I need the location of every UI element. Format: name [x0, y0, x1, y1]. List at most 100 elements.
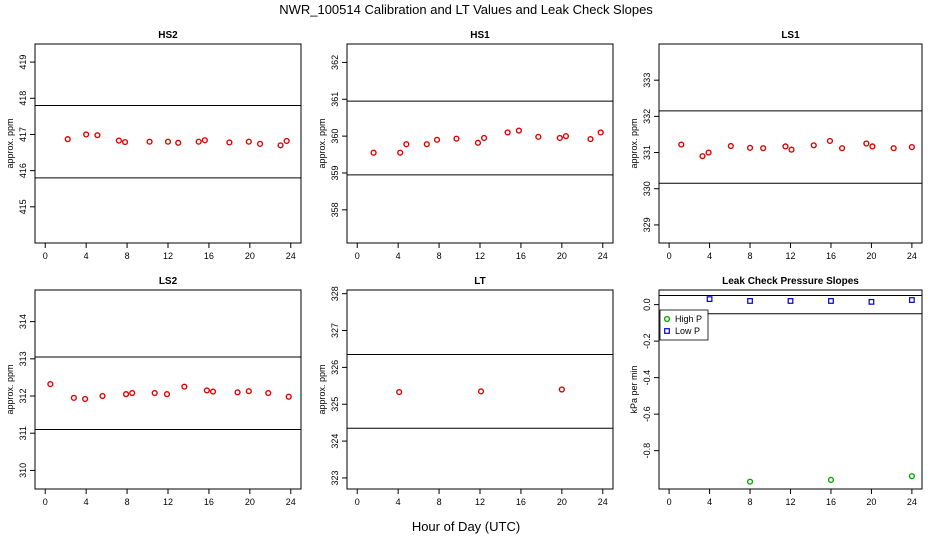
data-point — [370, 149, 377, 156]
data-point — [181, 383, 188, 390]
y-axis-label: approx. ppm — [629, 118, 639, 168]
chart-panel: LS1 0 4 8 12 16 20 24 329 330 331 332 333 approx. ppm — [629, 30, 923, 261]
data-point — [558, 386, 565, 393]
x-tick-label: 4 — [84, 251, 89, 261]
data-point — [209, 388, 217, 395]
data-point — [810, 142, 817, 149]
x-tick-label: 0 — [355, 497, 360, 507]
data-point — [868, 298, 875, 305]
data-point — [678, 141, 685, 148]
data-point — [397, 149, 404, 156]
x-tick-label: 16 — [826, 497, 836, 507]
y-tick-label: 417 — [18, 127, 28, 142]
x-tick-label: 24 — [598, 497, 608, 507]
y-tick-label: 328 — [330, 286, 340, 301]
data-point — [699, 153, 706, 160]
x-tick-label: 16 — [204, 251, 214, 261]
x-tick-label: 16 — [204, 497, 214, 507]
y-tick-label: 323 — [330, 470, 340, 485]
figure-x-axis-label: Hour of Day (UTC) — [412, 519, 520, 534]
x-tick-label: 4 — [396, 497, 401, 507]
data-point — [746, 144, 754, 151]
data-point — [163, 391, 171, 398]
data-point — [129, 389, 136, 397]
data-point — [70, 394, 77, 401]
data-point — [146, 138, 153, 145]
x-tick-label: 4 — [84, 497, 89, 507]
y-tick-label: 310 — [18, 463, 28, 478]
y-tick-label: -0.6 — [642, 406, 652, 422]
x-tick-label: 12 — [163, 497, 173, 507]
y-tick-label: 362 — [330, 55, 340, 70]
y-tick-label: 415 — [18, 199, 28, 214]
y-tick-label: 333 — [642, 73, 652, 88]
x-tick-label: 12 — [475, 497, 485, 507]
y-tick-label: 0.0 — [642, 298, 652, 311]
y-tick-label: 314 — [18, 314, 28, 329]
chart-panel: LS2 0 4 8 12 16 20 24 310 311 312 313 314 approx. ppm — [5, 276, 302, 507]
x-tick-label: 24 — [286, 497, 296, 507]
y-tick-label: 327 — [330, 323, 340, 338]
y-tick-label: 313 — [18, 351, 28, 366]
x-tick-label: 16 — [516, 251, 526, 261]
chart-panel: HS1 0 4 8 12 16 20 24 358 359 360 361 362 approx. ppm — [317, 30, 614, 261]
data-point — [82, 395, 89, 403]
data-point — [64, 136, 71, 143]
x-tick-label: 20 — [557, 497, 567, 507]
x-tick-label: 4 — [396, 251, 401, 261]
data-point — [94, 132, 101, 139]
x-tick-label: 8 — [437, 251, 442, 261]
data-point — [562, 133, 570, 140]
data-point — [480, 134, 488, 142]
data-point — [122, 391, 130, 398]
data-point — [285, 393, 292, 400]
legend-marker — [664, 328, 670, 334]
data-point — [828, 298, 834, 304]
x-tick-label: 12 — [163, 251, 173, 261]
x-tick-label: 12 — [785, 251, 795, 261]
data-point — [597, 129, 604, 136]
data-point — [890, 145, 897, 152]
y-axis-label: approx. ppm — [317, 364, 327, 414]
legend-marker — [663, 315, 671, 323]
data-point — [433, 136, 441, 143]
y-axis-label: kPa per min — [629, 365, 639, 413]
data-point — [863, 140, 870, 147]
y-tick-label: 331 — [642, 145, 652, 160]
y-tick-label: 360 — [330, 129, 340, 144]
data-point — [396, 388, 403, 396]
plot-frame — [658, 43, 923, 244]
panel-title: LS1 — [781, 30, 800, 41]
x-tick-label: 8 — [748, 497, 753, 507]
legend-label: Low P — [675, 326, 700, 336]
y-tick-label: 359 — [330, 165, 340, 180]
panel-title: HS1 — [470, 30, 490, 41]
x-tick-label: 24 — [286, 251, 296, 261]
y-axis-label: approx. ppm — [5, 118, 15, 168]
x-tick-label: 4 — [707, 497, 712, 507]
x-tick-label: 20 — [557, 251, 567, 261]
data-point — [423, 141, 430, 148]
panel-title: LS2 — [159, 276, 178, 287]
data-point — [283, 137, 290, 145]
chart-panel: HS2 0 4 8 12 16 20 24 415 416 417 418 419 approx. ppm — [5, 30, 302, 261]
data-point — [164, 138, 172, 145]
data-point — [869, 143, 876, 150]
data-point — [151, 389, 158, 397]
data-point — [115, 137, 122, 144]
chart-panel: LT 0 4 8 12 16 20 24 323 324 325 326 327 328 approx. p… — [317, 276, 614, 507]
x-tick-label: 12 — [475, 251, 485, 261]
data-point — [515, 127, 522, 134]
x-tick-label: 16 — [516, 497, 526, 507]
x-tick-label: 20 — [245, 497, 255, 507]
x-tick-label: 4 — [707, 251, 712, 261]
chart-panel: Leak Check Pressure Slopes 0 4 8 12 16 20 24 0.0… — [629, 276, 923, 507]
data-point — [706, 296, 713, 303]
legend: High P Low P — [659, 309, 709, 341]
data-point — [226, 139, 233, 146]
data-point — [827, 476, 835, 483]
figure-title: NWR_100514 Calibration and LT Values and… — [279, 2, 653, 17]
data-point — [556, 134, 563, 142]
